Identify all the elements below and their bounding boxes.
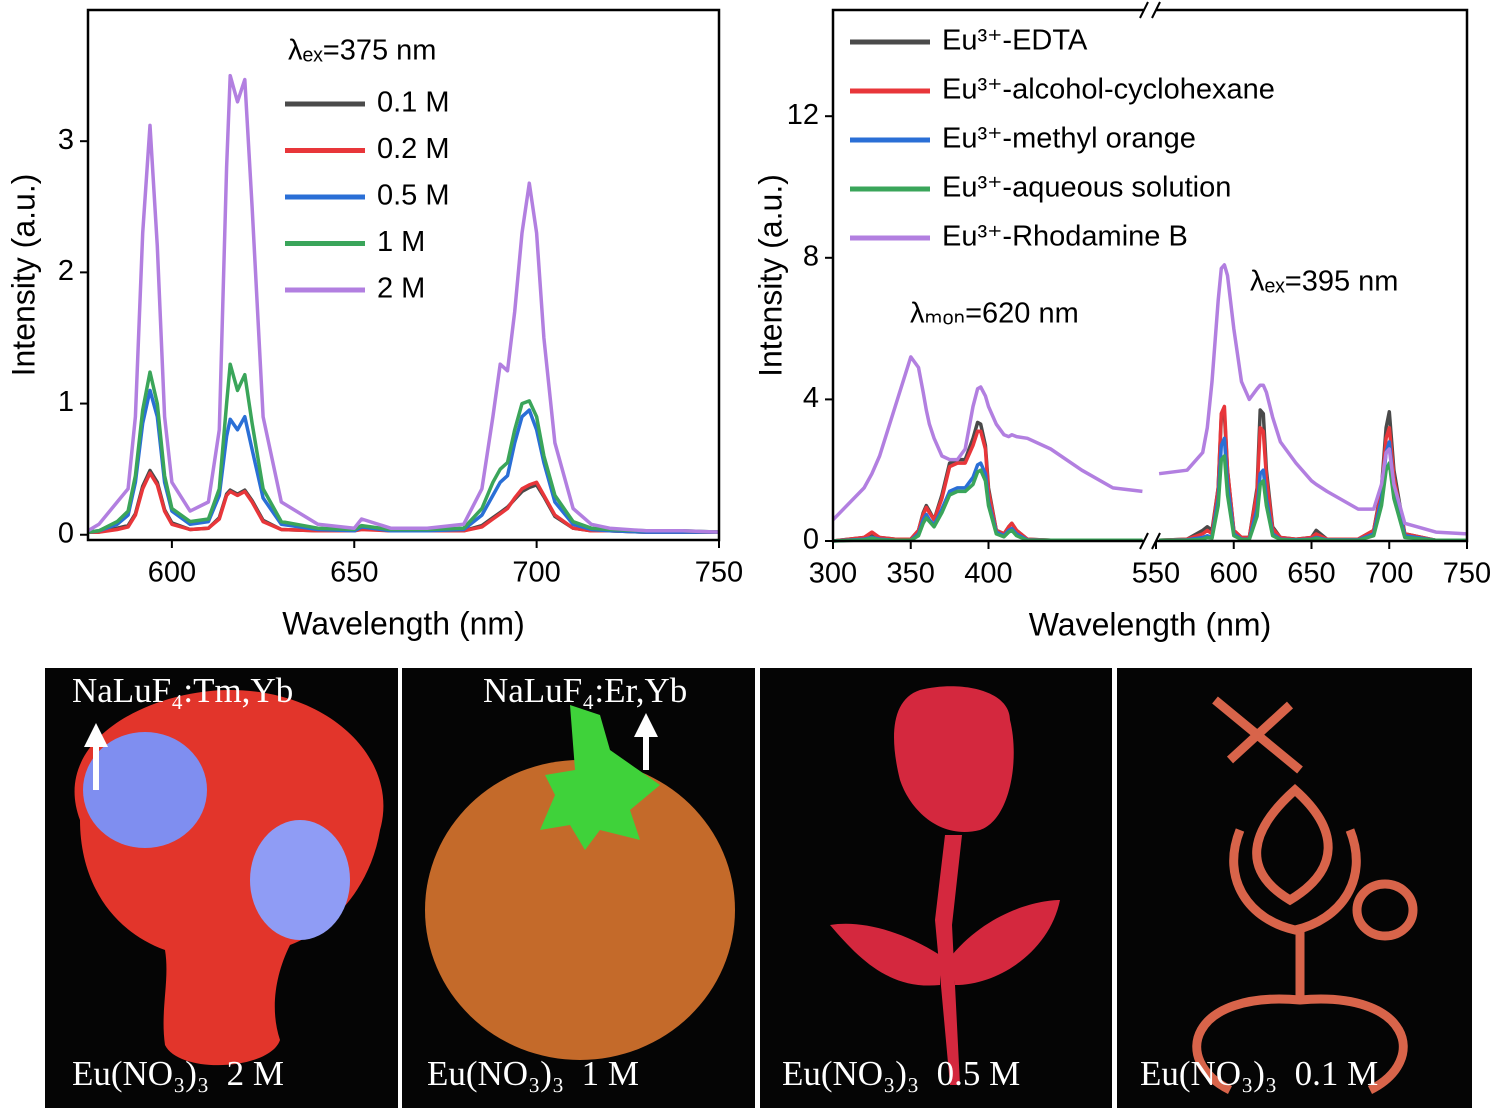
photo-label: NaLuF₄:Er,Yb bbox=[483, 671, 687, 710]
x-tick-label: 700 bbox=[1365, 558, 1413, 590]
x-tick-label: 300 bbox=[809, 558, 857, 590]
tomato bbox=[425, 760, 735, 1060]
legend-label: 1 M bbox=[377, 226, 425, 258]
y-axis-title: Intensity (a.u.) bbox=[752, 174, 788, 377]
axis-break-gap bbox=[1144, 7, 1156, 13]
lotus bbox=[1192, 696, 1418, 1095]
legend-label: Eu³⁺-EDTA bbox=[942, 25, 1088, 57]
annotation: λₑₓ=395 nm bbox=[1250, 266, 1398, 298]
series-line bbox=[1159, 454, 1467, 543]
y-tick-label: 3 bbox=[58, 124, 74, 156]
series-line bbox=[87, 388, 719, 534]
y-axis-title: Intensity (a.u.) bbox=[5, 174, 41, 377]
x-tick-label: 600 bbox=[148, 557, 196, 589]
y-tick-label: 8 bbox=[803, 240, 819, 272]
photo-caption: Eu(NO₃)₃ 0.1 M bbox=[1140, 1054, 1378, 1093]
x-tick-label: 400 bbox=[964, 558, 1012, 590]
x-tick-label: 750 bbox=[1443, 558, 1491, 590]
series-line bbox=[88, 471, 719, 534]
y-tick-label: 2 bbox=[58, 255, 74, 287]
legend-label: 2 M bbox=[377, 273, 425, 305]
series-line bbox=[1158, 263, 1468, 536]
legend-label: 0.1 M bbox=[377, 87, 450, 119]
photo-caption: Eu(NO₃)₃ 0.5 M bbox=[782, 1054, 1020, 1093]
photo-label: NaLuF₄:Tm,Yb bbox=[72, 671, 293, 710]
leaf bbox=[540, 705, 660, 850]
y-tick-label: 0 bbox=[803, 524, 819, 556]
photo-caption: Eu(NO₃)₃ 1 M bbox=[427, 1054, 639, 1093]
annotation: λₑₓ=375 nm bbox=[288, 35, 436, 67]
series-line bbox=[831, 355, 1143, 522]
x-axis-title: Wavelength (nm) bbox=[282, 605, 524, 641]
series-line bbox=[87, 73, 720, 534]
y-tick-label: 12 bbox=[787, 99, 819, 131]
x-tick-label: 750 bbox=[695, 557, 743, 589]
y-tick-label: 4 bbox=[803, 382, 819, 414]
legend-label: Eu³⁺-aqueous solution bbox=[942, 172, 1231, 204]
axis-break-gap bbox=[1144, 538, 1156, 544]
y-tick-label: 0 bbox=[58, 517, 74, 549]
series-line bbox=[87, 362, 720, 534]
x-tick-label: 700 bbox=[512, 557, 560, 589]
leaves bbox=[830, 900, 1060, 986]
axis-break-mark bbox=[1139, 1, 1149, 19]
spot bbox=[250, 820, 350, 940]
x-tick-label: 600 bbox=[1210, 558, 1258, 590]
photo-text: NaLuF₄:Tm,Yb Eu(NO₃)₃ 2 M NaLuF₄:Er,Yb Eu(N… bbox=[72, 671, 1378, 1093]
x-tick-label: 550 bbox=[1132, 558, 1180, 590]
legend-label: Eu³⁺-Rhodamine B bbox=[942, 221, 1188, 253]
plot-frame bbox=[86, 8, 721, 542]
series-line bbox=[1159, 404, 1467, 543]
spot bbox=[83, 732, 207, 848]
legend-label: 0.5 M bbox=[377, 180, 450, 212]
series-line bbox=[1159, 436, 1467, 543]
x-tick-label: 650 bbox=[1287, 558, 1335, 590]
axis-break-mark bbox=[1139, 532, 1149, 550]
x-axis-title: Wavelength (nm) bbox=[1029, 606, 1271, 642]
annotation: λₘₒₙ=620 nm bbox=[910, 298, 1079, 330]
photo-panels bbox=[45, 668, 1472, 1108]
x-tick-label: 350 bbox=[887, 558, 935, 590]
x-tick-label: 650 bbox=[330, 557, 378, 589]
legend-label: 0.2 M bbox=[377, 133, 450, 165]
chart: 0.1 M 0.2 M 0.5 M 1 M 2 M 600 650 700 750 0 1 2 3 Wav… bbox=[5, 8, 743, 641]
photo-caption: Eu(NO₃)₃ 2 M bbox=[72, 1054, 284, 1093]
legend-label: Eu³⁺-methyl orange bbox=[942, 123, 1196, 155]
y-tick-label: 1 bbox=[58, 386, 74, 418]
rose bbox=[894, 686, 1014, 832]
legend-label: Eu³⁺-alcohol-cyclohexane bbox=[942, 74, 1275, 106]
chart: Eu³⁺-EDTA Eu³⁺-alcohol-cyclohexane Eu³⁺-me… bbox=[752, 1, 1491, 642]
stem bbox=[935, 835, 962, 1085]
photo-bg bbox=[1117, 668, 1472, 1108]
axis-break-mark bbox=[1151, 1, 1161, 19]
